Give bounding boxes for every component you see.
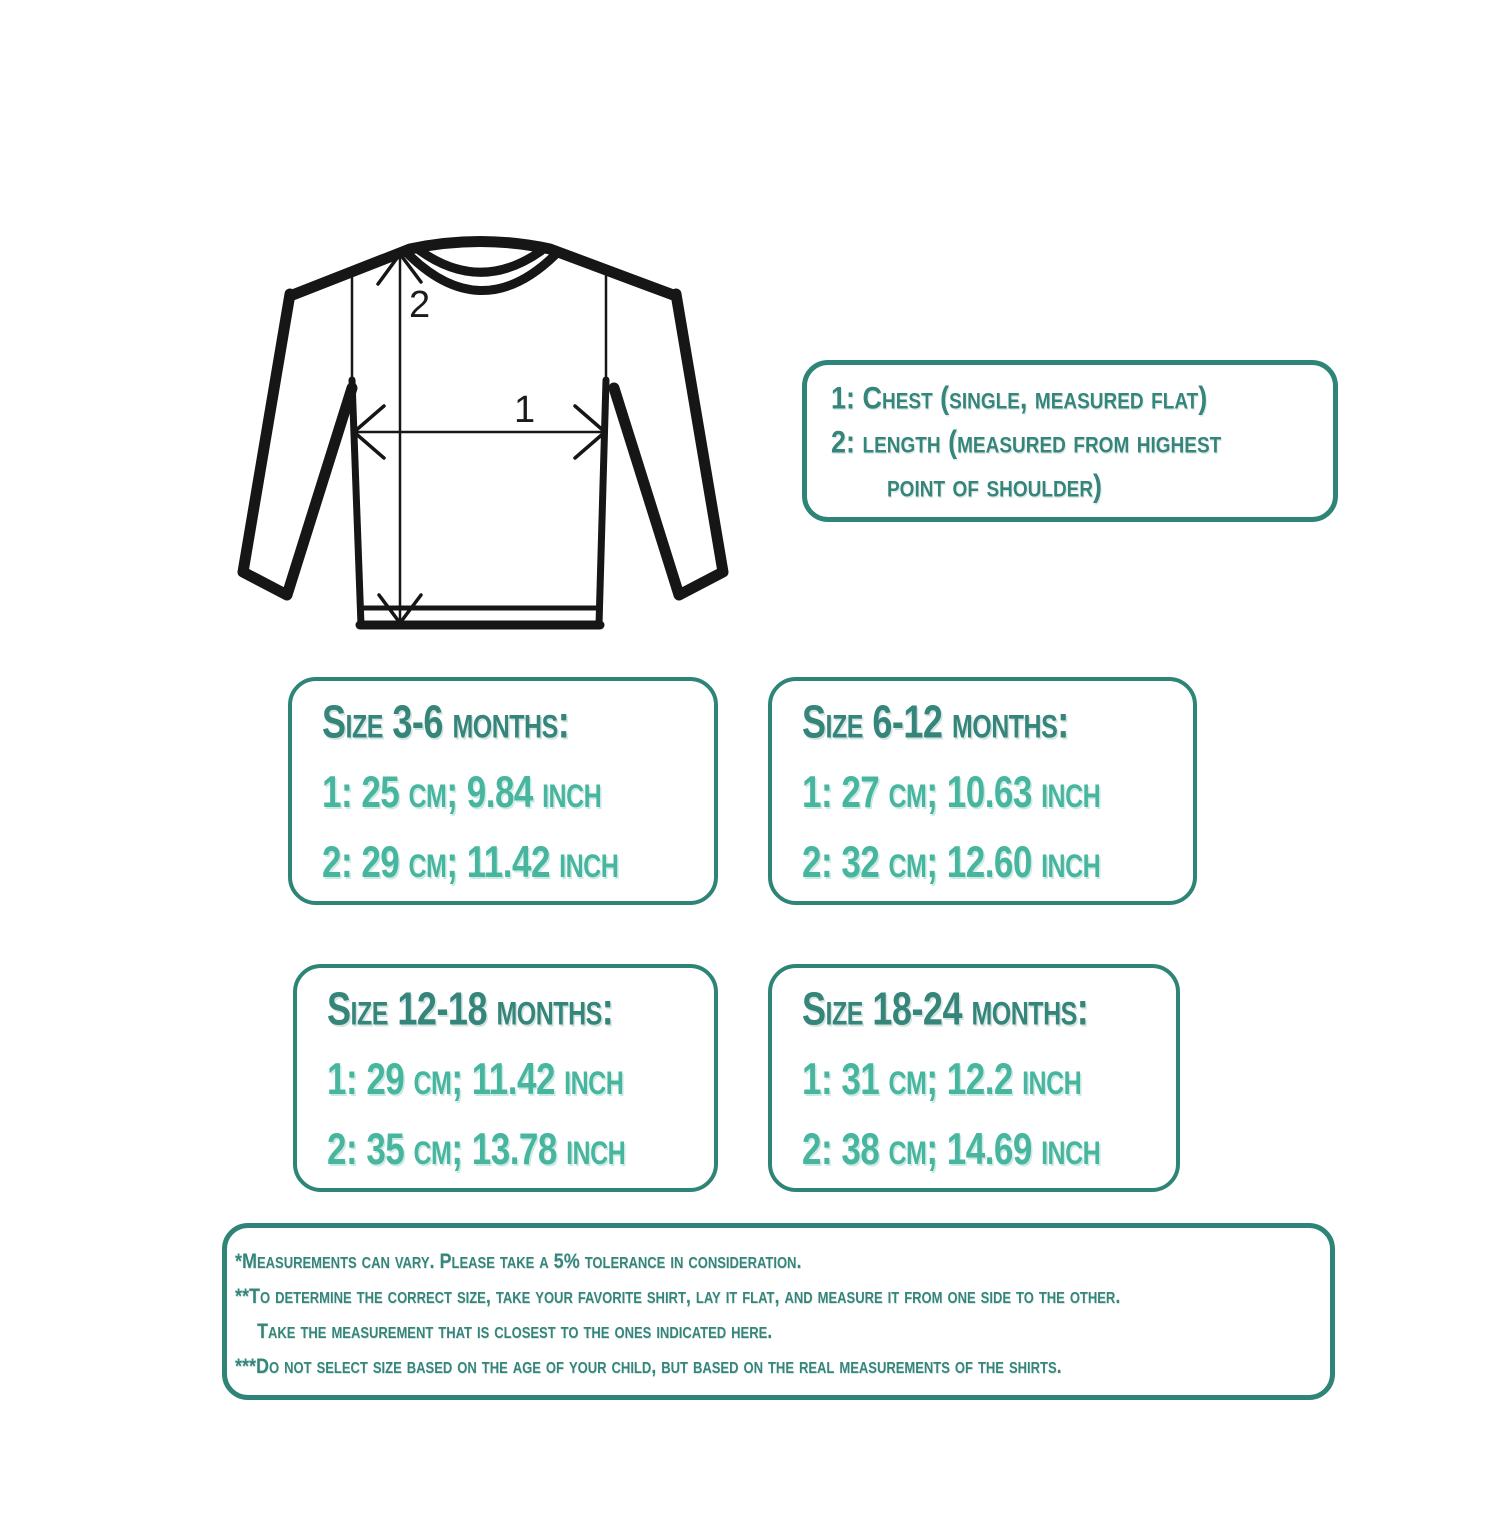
size-box-18-24-months: Size 18-24 months: 1: 31 cm; 12.2 inch 2… <box>768 964 1180 1192</box>
chest-measurement: 1: 29 cm; 11.42 inch <box>327 1054 624 1105</box>
size-title: Size 12-18 months: <box>327 982 614 1035</box>
measure-label-length: 2 <box>409 284 430 326</box>
chest-measurement: 1: 27 cm; 10.63 inch <box>802 767 1101 818</box>
legend-length-definition: 2: length (measured from highest <box>831 424 1222 460</box>
chest-measure-arrowheads <box>352 404 607 460</box>
footnote-how-to-measure-cont: Take the measurement that is closest to … <box>257 1319 773 1343</box>
size-title: Size 3-6 months: <box>322 695 570 748</box>
legend-length-definition-cont: point of shoulder) <box>887 468 1103 504</box>
right-sleeve-outline <box>608 288 729 601</box>
length-measurement: 2: 32 cm; 12.60 inch <box>802 837 1101 888</box>
size-box-6-12-months: Size 6-12 months: 1: 27 cm; 10.63 inch 2… <box>768 677 1197 905</box>
length-measurement: 2: 29 cm; 11.42 inch <box>322 837 619 888</box>
length-measurement: 2: 38 cm; 14.69 inch <box>802 1124 1101 1175</box>
length-measurement: 2: 35 cm; 13.78 inch <box>327 1124 626 1175</box>
size-title: Size 6-12 months: <box>802 695 1069 748</box>
chest-measurement: 1: 25 cm; 9.84 inch <box>322 767 602 818</box>
footnote-how-to-measure: **To determine the correct size, take yo… <box>235 1284 1121 1308</box>
collar-outer-arc <box>400 246 560 295</box>
chest-measurement: 1: 31 cm; 12.2 inch <box>802 1054 1082 1105</box>
torso-left-edge <box>348 376 365 629</box>
shirt-diagram: 2 1 <box>237 236 729 630</box>
footnote-size-selection: ***Do not select size based on the age o… <box>235 1354 1062 1378</box>
left-sleeve-outline <box>237 288 358 601</box>
torso-right-edge <box>595 376 610 629</box>
footnote-tolerance: *Measurements can vary. Please take a 5%… <box>235 1249 802 1273</box>
footnotes-box: *Measurements can vary. Please take a 5%… <box>222 1223 1335 1400</box>
measurement-legend-box: 1: Chest (single, measured flat) 2: leng… <box>802 360 1338 522</box>
measure-label-chest: 1 <box>514 389 535 431</box>
legend-chest-definition: 1: Chest (single, measured flat) <box>831 380 1208 416</box>
size-title: Size 18-24 months: <box>802 982 1089 1035</box>
collar-inner-arc <box>414 245 546 277</box>
size-box-3-6-months: Size 3-6 months: 1: 25 cm; 9.84 inch 2: … <box>288 677 718 905</box>
length-measure-arrowheads <box>376 252 423 625</box>
size-box-12-18-months: Size 12-18 months: 1: 29 cm; 11.42 inch … <box>293 964 718 1192</box>
